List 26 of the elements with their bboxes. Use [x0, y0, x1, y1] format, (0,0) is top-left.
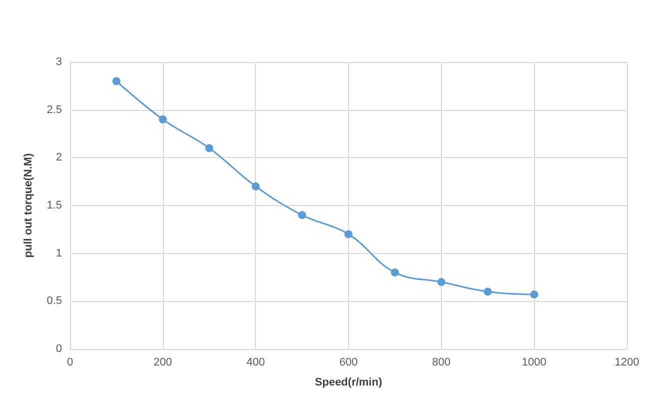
x-tick-label: 600: [339, 356, 358, 368]
y-tick-label: 0.5: [46, 295, 62, 308]
y-axis-title: pull out torque(N.M): [22, 152, 34, 258]
point: [112, 77, 120, 86]
y-tick-label: 0: [56, 343, 62, 355]
point: [344, 230, 352, 238]
y-tick-label: 1: [56, 247, 62, 260]
y-tick-label: 3: [56, 56, 62, 68]
point: [298, 211, 306, 220]
x-tick-label: 1000: [522, 356, 546, 368]
point: [530, 290, 538, 298]
point: [158, 115, 167, 124]
y-tick-label: 2.5: [46, 104, 62, 116]
point: [437, 278, 446, 286]
x-tick-label: 800: [432, 356, 451, 368]
point: [205, 144, 214, 152]
x-axis-title: Speed(r/min): [314, 376, 382, 388]
y-tick-label: 2: [56, 152, 62, 164]
x-tick-label: 0: [66, 356, 74, 368]
x-tick-label: 400: [246, 356, 265, 368]
x-tick-label: 200: [154, 356, 172, 368]
x-tick-label: 1200: [614, 356, 640, 368]
point: [390, 268, 399, 276]
y-tick-label: 1.5: [46, 200, 62, 212]
point: [484, 288, 492, 296]
point: [252, 182, 260, 190]
